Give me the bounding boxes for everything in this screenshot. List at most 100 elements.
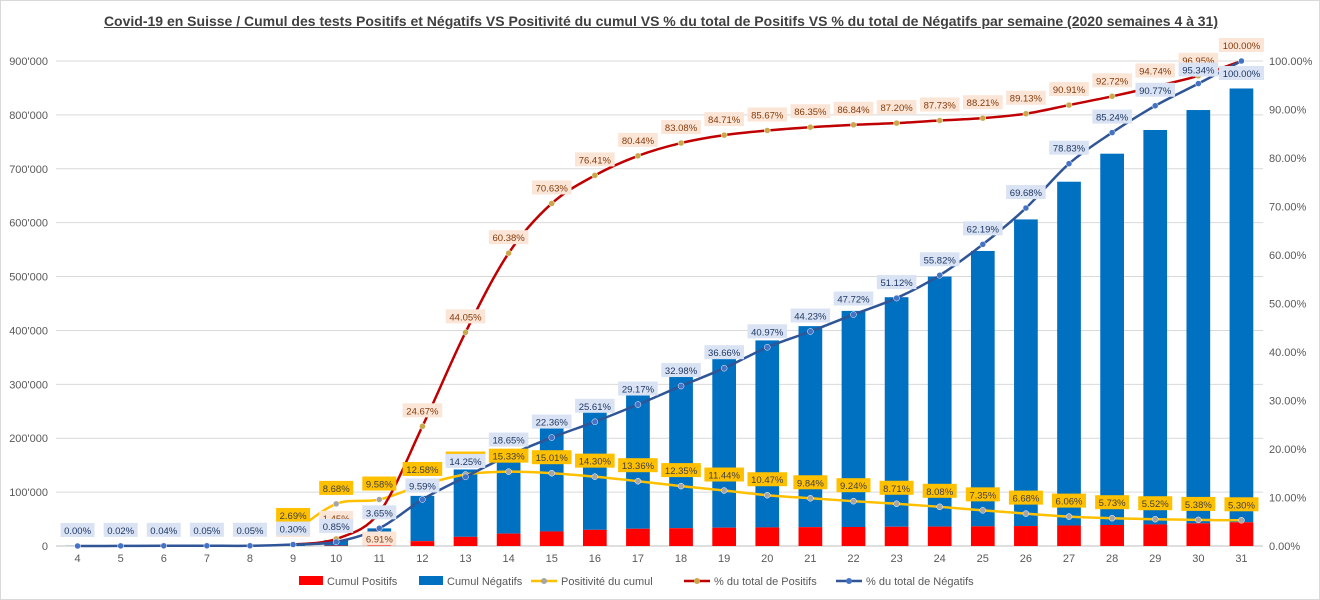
bar-cumul-positifs bbox=[798, 527, 823, 546]
bar-cumul-positifs bbox=[841, 526, 866, 546]
point-positivite bbox=[893, 500, 900, 508]
label-positivite-bg bbox=[879, 480, 914, 495]
point-pct-negatifs bbox=[332, 538, 340, 546]
label-positivite-bg bbox=[1052, 493, 1087, 508]
point-positivite bbox=[1195, 516, 1202, 524]
label-pct-negatifs: 22.36% bbox=[536, 418, 569, 429]
label-pct-positifs-bg bbox=[362, 531, 397, 546]
legend-marker bbox=[846, 578, 852, 584]
y-right-tick-label: 10.00% bbox=[1269, 493, 1307, 505]
label-pct-negatifs: 18.65% bbox=[493, 436, 526, 447]
label-positivite-bg bbox=[488, 448, 529, 463]
point-pct-positifs bbox=[1022, 110, 1030, 117]
point-pct-positifs bbox=[419, 423, 426, 430]
label-pct-positifs: 24.67% bbox=[406, 406, 439, 417]
point-pct-negatifs bbox=[591, 418, 599, 426]
point-positivite bbox=[1065, 513, 1073, 520]
label-positivite-bg bbox=[1224, 497, 1259, 512]
label-pct-positifs: 100.00% bbox=[1223, 41, 1261, 52]
label-pct-positifs-bg bbox=[833, 101, 874, 116]
point-pct-negatifs bbox=[289, 541, 297, 548]
y-right-tick-label: 90.00% bbox=[1269, 105, 1307, 117]
bar-cumul-negatifs bbox=[1186, 110, 1211, 524]
label-pct-positifs: 80.44% bbox=[622, 136, 655, 147]
label-pct-positifs: 86.35% bbox=[794, 107, 827, 118]
label-pct-negatifs: 0.85% bbox=[323, 522, 350, 533]
label-pct-negatifs: 90.77% bbox=[1139, 86, 1172, 97]
label-pct-negatifs: 3.65% bbox=[366, 508, 393, 519]
x-tick-label: 20 bbox=[761, 553, 773, 565]
label-pct-negatifs: 85.24% bbox=[1096, 113, 1129, 124]
x-tick-label: 8 bbox=[247, 553, 253, 565]
label-pct-negatifs: 44.23% bbox=[794, 311, 827, 322]
legend-marker bbox=[541, 578, 547, 584]
x-tick-label: 18 bbox=[675, 553, 687, 565]
label-pct-negatifs: 0.04% bbox=[150, 526, 177, 537]
label-pct-negatifs-bg bbox=[60, 523, 95, 537]
legend-label: Cumul Négatifs bbox=[447, 576, 523, 588]
label-positivite-bg bbox=[793, 475, 828, 490]
x-tick-label: 24 bbox=[934, 553, 946, 565]
label-pct-negatifs-bg bbox=[790, 308, 831, 323]
label-pct-positifs: 87.20% bbox=[880, 103, 913, 114]
point-pct-positifs bbox=[893, 119, 900, 127]
y-right-tick-label: 20.00% bbox=[1269, 444, 1307, 456]
x-tick-label: 21 bbox=[804, 553, 816, 565]
label-pct-negatifs-bg bbox=[1092, 109, 1132, 124]
point-pct-negatifs bbox=[462, 473, 469, 481]
bar-cumul-positifs bbox=[755, 527, 780, 546]
point-positivite bbox=[720, 487, 728, 494]
label-positivite-bg bbox=[1181, 496, 1216, 511]
label-pct-positifs: 44.05% bbox=[449, 312, 482, 323]
y-right-tick-label: 0.00% bbox=[1269, 541, 1300, 553]
x-tick-label: 12 bbox=[416, 553, 428, 565]
label-pct-negatifs: 29.17% bbox=[622, 385, 655, 396]
point-pct-positifs bbox=[936, 117, 943, 124]
x-tick-label: 15 bbox=[546, 553, 558, 565]
label-positivite: 8.08% bbox=[926, 487, 953, 498]
point-positivite bbox=[677, 482, 685, 490]
label-pct-positifs-bg bbox=[1135, 63, 1176, 78]
label-pct-negatifs-bg bbox=[319, 518, 354, 533]
label-pct-negatifs: 0.00% bbox=[64, 526, 91, 537]
label-pct-negatifs-bg bbox=[232, 522, 267, 537]
label-positivite: 15.01% bbox=[536, 453, 569, 464]
label-pct-positifs: 90.91% bbox=[1053, 85, 1086, 96]
bar-cumul-negatifs bbox=[1100, 153, 1124, 525]
label-pct-positifs: 87.73% bbox=[924, 101, 957, 112]
label-pct-negatifs-bg bbox=[189, 522, 224, 537]
point-pct-negatifs bbox=[74, 542, 81, 550]
label-positivite: 13.36% bbox=[622, 461, 655, 472]
point-positivite bbox=[979, 507, 987, 514]
label-pct-negatifs-bg bbox=[146, 522, 181, 537]
point-positivite bbox=[1108, 514, 1116, 522]
bar-cumul-positifs bbox=[539, 531, 564, 546]
label-pct-positifs: 96.95% bbox=[1182, 56, 1215, 67]
point-pct-negatifs bbox=[979, 241, 987, 248]
label-pct-negatifs: 0.05% bbox=[193, 526, 220, 537]
label-pct-negatifs-bg bbox=[1135, 82, 1176, 97]
label-pct-negatifs-bg bbox=[661, 363, 701, 378]
point-pct-positifs bbox=[1108, 93, 1116, 100]
chart-title: Covid-19 en Suisse / Cumul des tests Pos… bbox=[103, 13, 1219, 29]
point-pct-positifs bbox=[1065, 101, 1073, 109]
legend-label: Cumul Positifs bbox=[327, 576, 398, 588]
x-tick-label: 9 bbox=[290, 553, 296, 565]
bar-cumul-positifs bbox=[1100, 524, 1124, 546]
label-pct-positifs: 94.74% bbox=[1139, 67, 1172, 78]
bar-cumul-negatifs bbox=[453, 469, 478, 537]
point-pct-negatifs bbox=[936, 272, 943, 279]
legend-label: Positivité du cumul bbox=[561, 576, 653, 588]
label-pct-positifs-bg bbox=[445, 309, 486, 324]
point-pct-negatifs bbox=[634, 401, 642, 408]
point-positivite bbox=[505, 468, 512, 475]
point-positivite bbox=[591, 473, 599, 480]
label-pct-positifs-bg bbox=[402, 403, 443, 418]
label-positivite-bg bbox=[575, 453, 615, 468]
label-positivite: 7.35% bbox=[969, 490, 996, 501]
label-pct-positifs: 60.38% bbox=[493, 233, 526, 244]
label-pct-positifs-bg bbox=[790, 104, 831, 119]
x-tick-label: 28 bbox=[1106, 553, 1118, 565]
point-pct-negatifs bbox=[419, 496, 426, 503]
label-pct-negatifs: 47.72% bbox=[837, 295, 870, 306]
